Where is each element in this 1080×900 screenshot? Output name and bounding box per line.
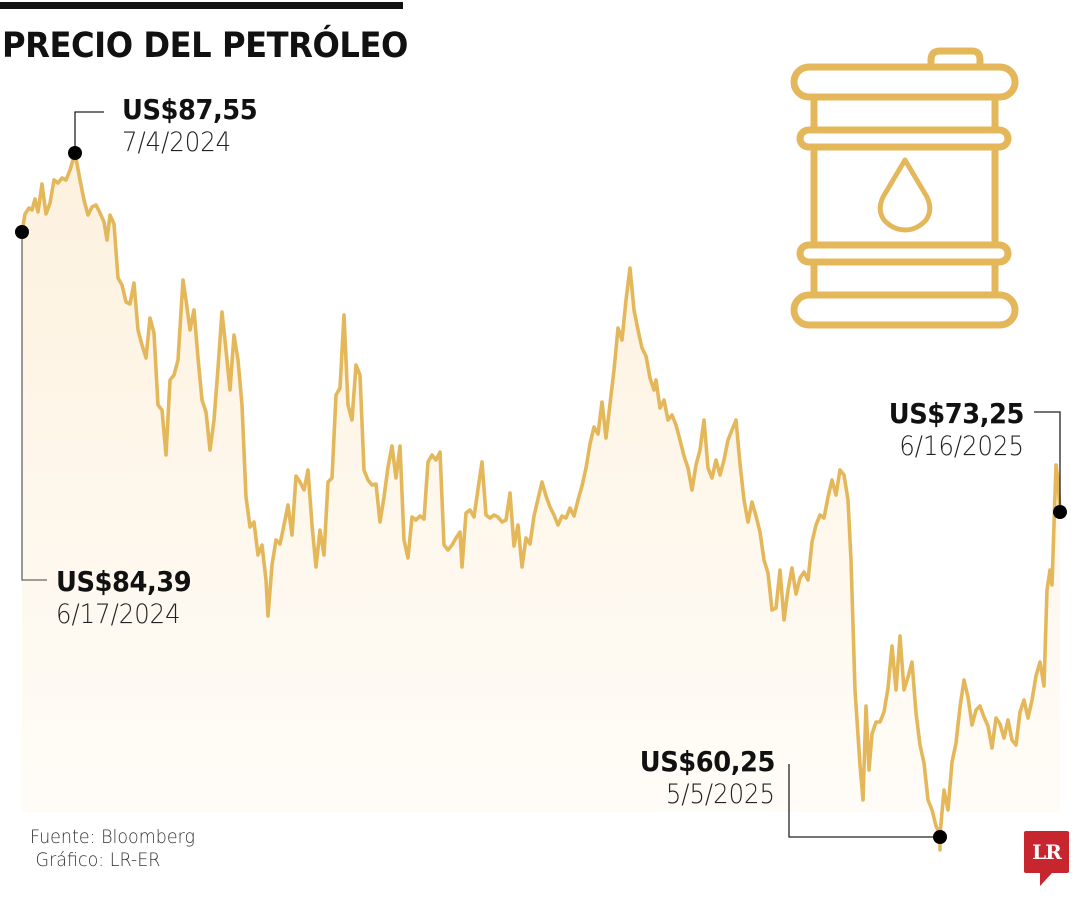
annotation-start: US$84,39 6/17/2024 <box>56 565 203 630</box>
chart-title: PRECIO DEL PETRÓLEO <box>2 26 408 66</box>
source-credits: Fuente: Bloomberg Gráfico: LR-ER <box>30 826 195 872</box>
leader-min <box>788 764 940 838</box>
annotation-end-price: US$73,25 <box>888 397 1025 430</box>
annotation-end-date: 6/16/2025 <box>899 431 1024 462</box>
lr-logo: LR <box>1024 831 1069 886</box>
annotation-min-date: 5/5/2025 <box>665 779 775 810</box>
annotation-end: US$73,25 6/16/2025 <box>877 397 1025 462</box>
annotation-min: US$60,25 5/5/2025 <box>628 745 776 810</box>
marker-max <box>68 146 82 160</box>
annotation-min-price: US$60,25 <box>639 745 776 778</box>
leader-max <box>74 111 104 153</box>
annotation-max: US$87,55 7/4/2024 <box>122 93 269 158</box>
source-line: Fuente: Bloomberg <box>30 826 196 848</box>
oil-barrel-icon <box>790 47 1019 329</box>
annotation-max-price: US$87,55 <box>122 93 258 126</box>
marker-min <box>933 830 947 844</box>
leader-start <box>21 232 47 581</box>
title-rule <box>0 2 403 9</box>
marker-end <box>1053 505 1067 519</box>
annotation-start-date: 6/17/2024 <box>56 599 181 630</box>
annotation-start-price: US$84,39 <box>56 565 192 598</box>
marker-start <box>15 225 29 239</box>
price-line <box>20 151 1062 852</box>
graphic-credit-line: Gráfico: LR-ER <box>35 849 161 871</box>
annotation-max-date: 7/4/2024 <box>122 127 232 158</box>
leader-end <box>1034 411 1061 512</box>
